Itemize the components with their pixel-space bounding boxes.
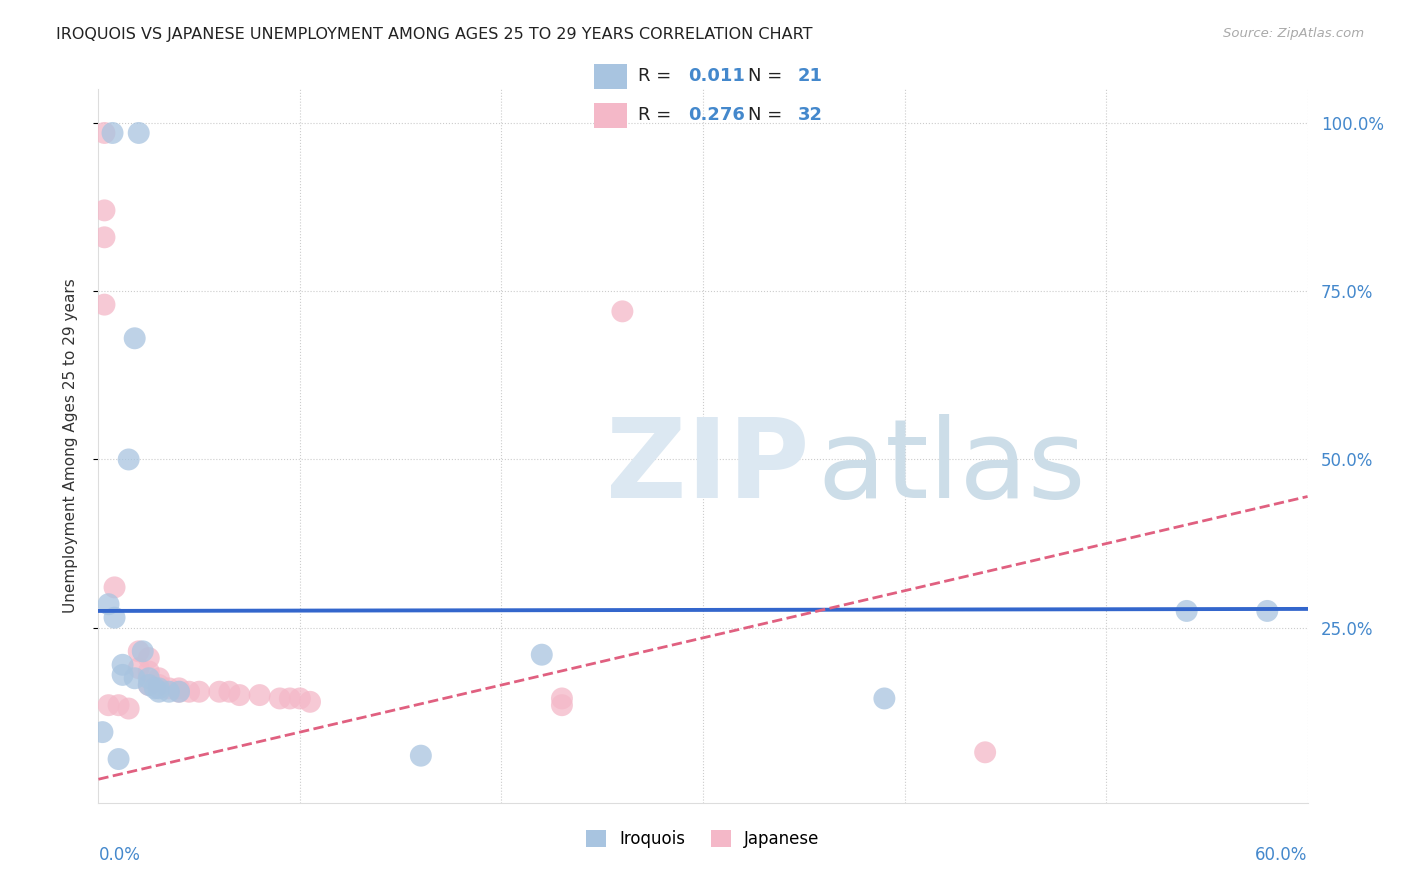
Point [93,230,115,244]
Point [167,684,190,698]
Point [138,651,160,665]
Point [148,671,170,685]
Point [269,691,291,706]
Point [111,657,134,672]
Text: 21: 21 [797,68,823,86]
Text: R =: R = [638,106,678,124]
Text: 0.011: 0.011 [688,68,745,86]
Text: 0.0%: 0.0% [98,846,141,863]
Point [148,684,170,698]
Text: 0.276: 0.276 [688,106,745,124]
Y-axis label: Unemployment Among Ages 25 to 29 years: Unemployment Among Ages 25 to 29 years [63,278,77,614]
Point [249,688,271,702]
Point [157,681,180,696]
Point [218,684,240,698]
Text: N =: N = [748,68,787,86]
Point [138,671,160,685]
Text: 32: 32 [797,106,823,124]
Text: atlas: atlas [818,414,1087,521]
Point [288,691,311,706]
Point [143,681,166,696]
Point [118,452,141,467]
Point [228,688,250,702]
Point [278,691,301,706]
Text: IROQUOIS VS JAPANESE UNEMPLOYMENT AMONG AGES 25 TO 29 YEARS CORRELATION CHART: IROQUOIS VS JAPANESE UNEMPLOYMENT AMONG … [56,27,813,42]
Point [103,580,125,594]
Point [128,644,150,658]
Point [97,597,120,611]
Point [157,684,180,698]
Point [1175,604,1198,618]
Point [138,678,160,692]
Point [167,684,190,698]
Point [409,748,432,763]
Point [167,681,190,696]
Point [93,203,115,218]
Point [179,684,201,698]
Point [97,698,120,713]
Point [551,691,574,706]
Point [103,610,125,624]
Text: 60.0%: 60.0% [1256,846,1308,863]
Point [124,671,146,685]
Point [111,668,134,682]
Point [1256,604,1278,618]
Text: Source: ZipAtlas.com: Source: ZipAtlas.com [1223,27,1364,40]
Point [132,644,155,658]
Point [208,684,231,698]
Point [128,661,150,675]
Point [101,126,124,140]
Legend: Iroquois, Japanese: Iroquois, Japanese [579,823,827,855]
Point [148,678,170,692]
FancyBboxPatch shape [595,103,627,128]
Point [91,725,114,739]
Point [93,126,115,140]
Point [551,698,574,713]
Point [118,701,141,715]
Point [93,298,115,312]
Text: ZIP: ZIP [606,414,810,521]
Point [138,678,160,692]
Text: N =: N = [748,106,787,124]
Point [530,648,553,662]
FancyBboxPatch shape [595,63,627,89]
Point [188,684,211,698]
Point [107,752,129,766]
Text: R =: R = [638,68,678,86]
Point [873,691,896,706]
Point [138,665,160,679]
Point [299,695,322,709]
Point [148,681,170,696]
Point [124,331,146,345]
Point [128,126,150,140]
Point [612,304,634,318]
Point [107,698,129,713]
Point [974,745,997,759]
